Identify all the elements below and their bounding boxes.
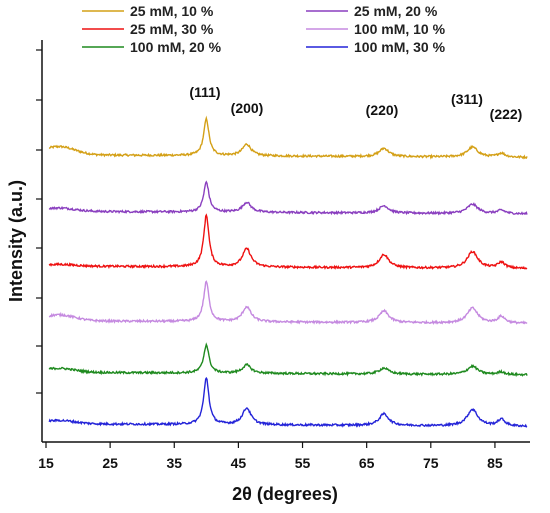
legend: 25 mM, 10 % 25 mM, 20 % 25 mM, 30 % 100 mM,… — [82, 3, 446, 55]
legend-label: 25 mM, 20 % — [354, 3, 438, 19]
x-tick-label: 35 — [166, 455, 182, 471]
series-line-4 — [48, 342, 528, 378]
series-line-2 — [48, 213, 528, 270]
series-line-0 — [48, 115, 528, 160]
plot-series — [48, 115, 528, 428]
x-tick-label: 85 — [487, 455, 503, 471]
peak-label: (311) — [451, 91, 483, 107]
x-tick-label: 25 — [102, 455, 118, 471]
y-ticks — [36, 49, 42, 394]
x-axis-title: 2θ (degrees) — [232, 484, 338, 504]
peak-label: (200) — [231, 100, 264, 116]
x-tick-label: 45 — [231, 455, 247, 471]
peak-label: (220) — [366, 102, 399, 118]
axes — [41, 40, 530, 443]
legend-label: 100 mM, 30 % — [354, 39, 446, 55]
x-ticks: 15 25 35 45 55 65 75 85 — [38, 442, 503, 471]
peak-labels: (111) (200) (220) (311) (222) — [189, 84, 522, 122]
y-axis-title: Intensity (a.u.) — [6, 180, 26, 302]
x-tick-label: 55 — [295, 455, 311, 471]
series-line-1 — [48, 180, 528, 216]
x-tick-label: 65 — [359, 455, 375, 471]
legend-label: 100 mM, 20 % — [130, 39, 222, 55]
legend-label: 100 mM, 10 % — [354, 21, 446, 37]
series-line-3 — [48, 280, 528, 326]
x-tick-label: 15 — [38, 455, 54, 471]
peak-label: (222) — [490, 106, 523, 122]
legend-label: 25 mM, 10 % — [130, 3, 214, 19]
x-tick-label: 75 — [423, 455, 439, 471]
series-line-5 — [48, 376, 528, 428]
legend-label: 25 mM, 30 % — [130, 21, 214, 37]
peak-label: (111) — [189, 84, 220, 100]
